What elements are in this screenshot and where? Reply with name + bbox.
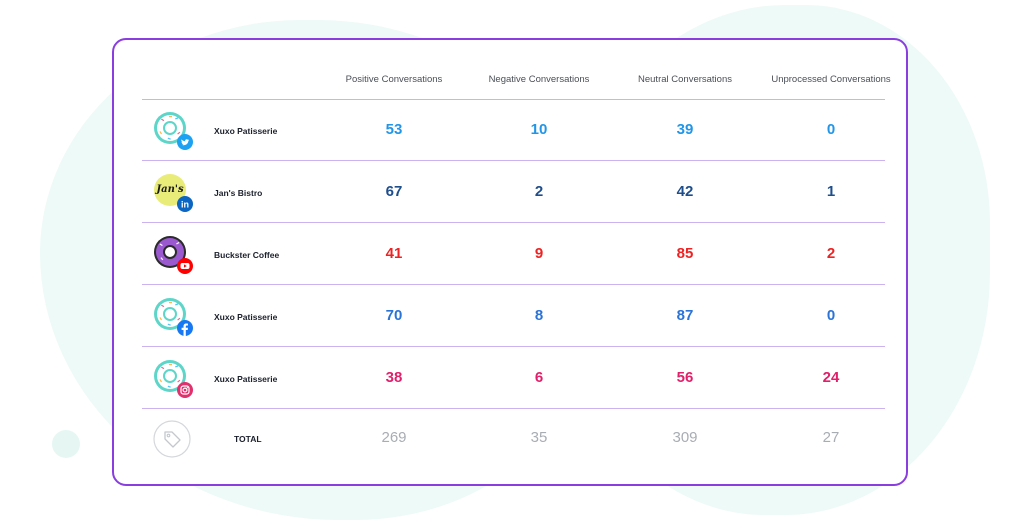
positive-count: 41 [385,245,403,262]
negative-count: 6 [534,369,544,386]
neutral-count: 42 [676,183,694,200]
donut-icon [154,360,186,392]
negative-count: 2 [534,183,544,200]
divider [142,284,885,285]
unprocessed-count: 0 [826,121,836,138]
neutral-count: 85 [676,245,694,262]
svg-text:Jan's: Jan's [154,184,184,195]
positive-count: 53 [385,121,403,138]
positive-count: 67 [385,183,403,200]
account-name: Xuxo Patisserie [214,312,278,322]
divider [142,346,885,347]
donut-icon [154,112,186,144]
donut-icon [154,298,186,330]
divider [142,408,885,409]
positive-count: 70 [385,307,403,324]
header-negative: Negative Conversations [488,74,590,85]
linkedin-icon: in [177,196,193,212]
conversations-table-card: Positive Conversations Negative Conversa… [112,38,908,486]
account-name: Buckster Coffee [214,250,280,260]
account-name: Xuxo Patisserie [214,126,278,136]
account-name: Jan's Bistro [214,188,263,198]
positive-count: 38 [385,369,403,386]
header-neutral: Neutral Conversations [638,74,732,85]
facebook-icon [177,320,193,336]
total-positive: 269 [381,429,407,446]
svg-text:in: in [181,200,189,210]
unprocessed-count: 24 [822,369,840,386]
total-unprocessed: 27 [822,429,840,446]
twitter-icon [177,134,193,150]
account-name: Xuxo Patisserie [214,374,278,384]
divider [142,222,885,223]
header-unprocessed: Unprocessed Conversations [771,74,891,85]
unprocessed-count: 0 [826,307,836,324]
negative-count: 10 [530,121,548,138]
total-negative: 35 [530,429,548,446]
tag-icon [153,420,191,458]
neutral-count: 56 [676,369,694,386]
instagram-icon [177,382,193,398]
header-positive: Positive Conversations [345,74,443,85]
neutral-count: 39 [676,121,694,138]
negative-count: 8 [534,307,544,324]
unprocessed-count: 2 [826,245,836,262]
background-dot [52,430,80,458]
divider [142,160,885,161]
youtube-icon [177,258,193,274]
divider [142,99,885,100]
total-neutral: 309 [672,429,698,446]
negative-count: 9 [534,245,544,262]
unprocessed-count: 1 [826,183,836,200]
neutral-count: 87 [676,307,694,324]
jans-logo: Jan's [154,174,186,206]
total-label: TOTAL [234,434,262,444]
chocolate-donut-icon [154,236,186,268]
